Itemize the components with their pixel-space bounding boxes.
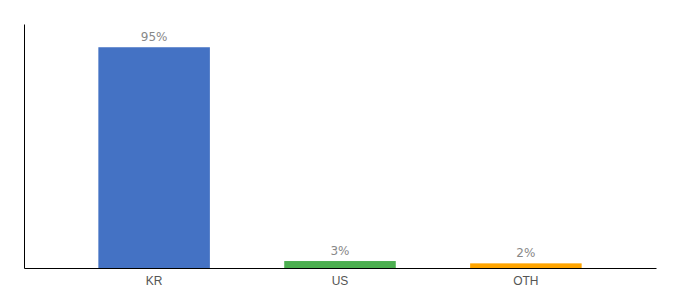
data-label: 95%	[141, 30, 168, 44]
x-axis-line	[25, 268, 657, 269]
chart: KR US OTH 95% 3% 2%	[0, 0, 680, 300]
x-tick: KR	[146, 274, 163, 288]
x-tick: OTH	[513, 274, 538, 288]
x-tick-label: US	[332, 274, 349, 288]
data-label: 3%	[330, 244, 349, 258]
x-tick-label: KR	[146, 274, 163, 288]
bar	[470, 263, 582, 268]
x-tick-label: OTH	[513, 274, 538, 288]
y-axis-line	[24, 25, 25, 269]
bar	[284, 261, 396, 268]
x-tick: US	[332, 274, 349, 288]
bars	[98, 47, 581, 268]
x-axis: KR US OTH	[25, 269, 657, 288]
data-labels: 95% 3% 2%	[141, 30, 536, 260]
y-axis	[24, 25, 25, 269]
plot: KR US OTH 95% 3% 2%	[25, 25, 657, 288]
bar	[98, 47, 210, 268]
data-label: 2%	[516, 246, 535, 260]
